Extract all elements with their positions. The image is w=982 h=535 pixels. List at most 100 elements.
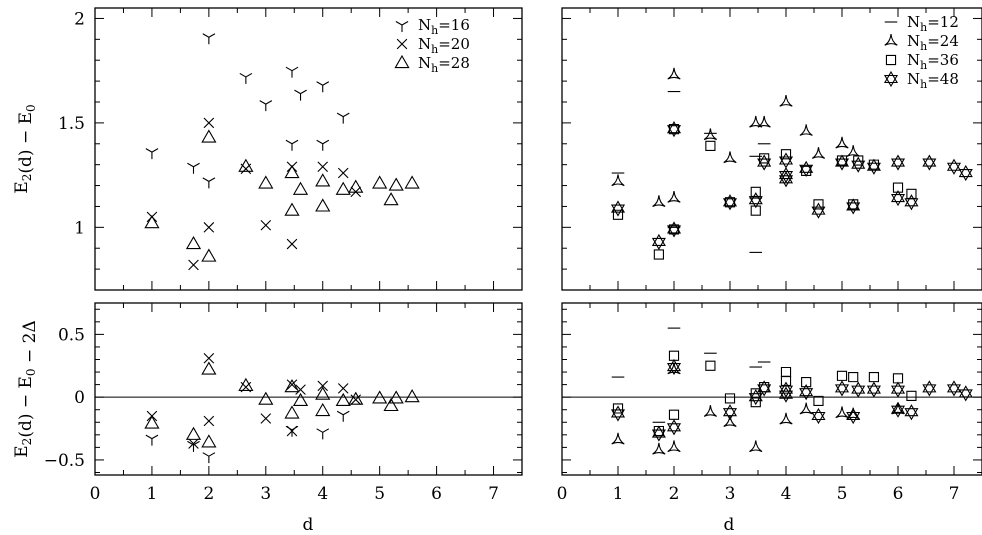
panel-frame bbox=[561, 302, 982, 476]
legend-marker bbox=[395, 21, 409, 32]
data-point bbox=[667, 67, 681, 80]
x-tick-label: 3 bbox=[725, 484, 736, 504]
y-tick-label: −0.5 bbox=[44, 451, 85, 471]
data-point bbox=[348, 179, 364, 193]
data-point bbox=[284, 164, 300, 179]
data-point bbox=[848, 371, 859, 383]
data-point bbox=[748, 389, 763, 406]
data-point bbox=[145, 148, 159, 160]
x-tick-label: 0 bbox=[557, 484, 568, 504]
data-point bbox=[285, 139, 299, 151]
series-nh-16 bbox=[145, 33, 350, 189]
data-point bbox=[705, 360, 716, 371]
x-tick-label: 5 bbox=[837, 484, 848, 504]
x-tick-label: 7 bbox=[488, 484, 499, 504]
data-point bbox=[811, 202, 826, 219]
series-nh-24 bbox=[611, 362, 905, 455]
data-point bbox=[202, 33, 216, 45]
data-point bbox=[239, 72, 253, 84]
data-point bbox=[315, 386, 331, 400]
data-point bbox=[866, 158, 881, 175]
data-point bbox=[372, 175, 388, 189]
data-point bbox=[383, 397, 399, 412]
y-axis-title-top: E2(d) − E0 bbox=[12, 104, 38, 193]
data-point bbox=[260, 413, 272, 424]
series-nh-12 bbox=[611, 91, 771, 253]
data-point bbox=[388, 390, 404, 404]
data-point bbox=[286, 425, 298, 437]
data-point bbox=[203, 352, 215, 364]
data-point bbox=[668, 350, 680, 361]
data-point bbox=[610, 405, 626, 422]
data-point bbox=[337, 383, 349, 394]
data-point bbox=[284, 405, 300, 419]
data-point bbox=[811, 147, 826, 159]
data-point bbox=[294, 89, 307, 101]
x-tick-label: 5 bbox=[374, 484, 385, 504]
data-point bbox=[892, 182, 904, 193]
data-point bbox=[723, 151, 737, 164]
data-point bbox=[846, 407, 860, 420]
data-point bbox=[144, 215, 160, 229]
data-point bbox=[750, 205, 761, 216]
panel-top-left: 11.52 bbox=[58, 7, 523, 291]
data-point bbox=[651, 425, 666, 442]
data-point bbox=[286, 379, 298, 390]
y-tick-label: 0.5 bbox=[58, 325, 85, 345]
data-point bbox=[611, 174, 625, 187]
legend-label: Nh=12 bbox=[907, 13, 959, 34]
data-point bbox=[258, 175, 274, 189]
y-tick-label: 1.5 bbox=[58, 114, 85, 134]
data-point bbox=[799, 160, 814, 177]
data-point bbox=[813, 395, 824, 407]
data-point bbox=[835, 406, 849, 419]
data-point bbox=[851, 381, 866, 398]
data-point bbox=[337, 167, 349, 179]
data-point bbox=[703, 405, 718, 417]
x-tick-label: 1 bbox=[613, 484, 624, 504]
panel-bottom-right: 0 1 2 3 4 5 6 7 bbox=[557, 302, 982, 504]
data-point bbox=[258, 391, 274, 405]
x-tick-label: 3 bbox=[260, 484, 271, 504]
legend-label: Nh=36 bbox=[907, 51, 959, 72]
data-point bbox=[238, 377, 254, 391]
data-point bbox=[757, 154, 772, 171]
data-point bbox=[904, 404, 919, 421]
data-point bbox=[668, 409, 680, 420]
x-axis-title-right: d bbox=[724, 515, 735, 535]
data-point bbox=[811, 407, 826, 425]
data-point bbox=[836, 370, 848, 381]
data-point bbox=[946, 158, 962, 175]
data-point bbox=[958, 385, 973, 402]
data-point bbox=[372, 390, 388, 404]
svg-text:E2(d) − E0 − 2Δ: E2(d) − E0 − 2Δ bbox=[12, 320, 40, 457]
panel-frame bbox=[94, 302, 523, 476]
y-tick-label: 1 bbox=[74, 218, 85, 238]
data-point bbox=[188, 438, 199, 449]
y-tick-label: 2 bbox=[74, 9, 85, 29]
series-nh-28 bbox=[144, 129, 420, 262]
data-point bbox=[388, 177, 404, 191]
data-point bbox=[780, 375, 792, 386]
data-point bbox=[202, 452, 216, 464]
data-point bbox=[892, 373, 904, 384]
data-point bbox=[383, 192, 399, 206]
data-point bbox=[201, 248, 217, 262]
panel-bottom-left: 0 1 2 3 4 5 6 7−0.500.5 bbox=[44, 302, 523, 504]
data-point bbox=[749, 440, 763, 453]
data-point bbox=[891, 402, 905, 415]
x-tick-label: 2 bbox=[669, 484, 680, 504]
legend-label: Nh=48 bbox=[907, 70, 959, 91]
x-tick-label: 7 bbox=[949, 484, 960, 504]
data-point bbox=[652, 195, 666, 207]
data-point bbox=[906, 188, 917, 200]
data-point bbox=[238, 158, 254, 172]
panel-top-right bbox=[561, 7, 982, 291]
data-point bbox=[667, 191, 681, 203]
data-point bbox=[846, 198, 861, 215]
data-point bbox=[778, 152, 794, 169]
data-point bbox=[778, 171, 794, 188]
x-tick-label: 4 bbox=[781, 484, 792, 504]
